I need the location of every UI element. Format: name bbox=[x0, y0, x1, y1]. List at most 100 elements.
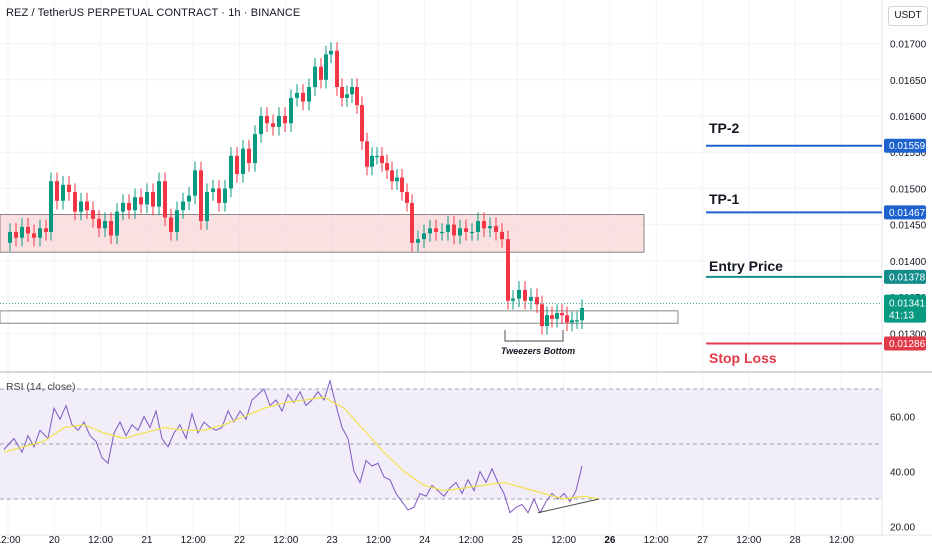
candle-body bbox=[277, 116, 281, 127]
candle-body bbox=[340, 87, 344, 98]
rsi-title: RSI (14, close) bbox=[6, 381, 76, 393]
candle-body bbox=[20, 226, 24, 238]
candle-body bbox=[511, 298, 515, 301]
level-label-tp2: TP-2 bbox=[709, 120, 740, 136]
candle-body bbox=[355, 87, 359, 106]
time-day-label: 23 bbox=[327, 535, 339, 546]
candle-body bbox=[440, 231, 444, 234]
level-label-stop-loss: Stop Loss bbox=[709, 350, 777, 366]
candle-body bbox=[193, 170, 197, 196]
candle-body bbox=[211, 188, 215, 193]
candle-body bbox=[464, 228, 468, 232]
candle-body bbox=[535, 297, 539, 305]
level-lines bbox=[706, 144, 882, 345]
time-day-label: 20 bbox=[49, 535, 61, 546]
rsi-tick: 40.00 bbox=[890, 468, 915, 479]
candle-body bbox=[329, 50, 333, 55]
price-tick: 0.01600 bbox=[890, 112, 927, 123]
candle-body bbox=[400, 177, 404, 193]
candle-body bbox=[446, 224, 450, 232]
candle-body bbox=[67, 184, 71, 193]
candle-body bbox=[550, 315, 554, 319]
divergence-line bbox=[537, 498, 600, 514]
candle-body bbox=[570, 320, 574, 323]
candle-body bbox=[301, 92, 305, 102]
candle-body bbox=[127, 202, 131, 211]
price-tick: 0.01400 bbox=[890, 257, 927, 268]
candle-body bbox=[482, 221, 486, 229]
candle-body bbox=[405, 192, 409, 203]
candle-body bbox=[44, 228, 48, 232]
candle-body bbox=[55, 181, 59, 201]
candle-body bbox=[79, 201, 83, 212]
candle-body bbox=[157, 181, 161, 207]
candle-body bbox=[385, 163, 389, 171]
candle-body bbox=[181, 201, 185, 211]
candle-body bbox=[390, 170, 394, 182]
level-label-tp1: TP-1 bbox=[709, 191, 740, 207]
rsi-panel: 60.00 40.00 20.00 bbox=[0, 378, 915, 534]
current-price-badge bbox=[884, 294, 926, 323]
candle-body bbox=[253, 134, 257, 164]
candle-body bbox=[38, 228, 42, 238]
candle-body bbox=[115, 211, 119, 236]
candle-body bbox=[103, 221, 107, 229]
candlestick-series bbox=[0, 42, 882, 335]
candle-body bbox=[545, 315, 549, 327]
time-hour-label: 12:00 bbox=[736, 535, 761, 546]
level-label-entry: Entry Price bbox=[709, 258, 783, 274]
candle-body bbox=[217, 188, 221, 203]
candle-body bbox=[163, 181, 167, 218]
candle-body bbox=[14, 231, 18, 238]
candle-body bbox=[121, 202, 125, 212]
candle-body bbox=[295, 92, 299, 98]
candle-body bbox=[345, 94, 349, 98]
current-price-label: 0.01341 bbox=[889, 299, 926, 310]
candle-body bbox=[32, 233, 36, 238]
rsi-line bbox=[3, 378, 583, 514]
pattern-label: Tweezers Bottom bbox=[501, 346, 576, 356]
chart-title: REZ / TetherUS PERPETUAL CONTRACT · 1h ·… bbox=[6, 7, 301, 19]
time-hour-label: 12:00 bbox=[181, 535, 206, 546]
time-day-label: 24 bbox=[419, 535, 431, 546]
candle-body bbox=[241, 148, 245, 174]
candle-body bbox=[360, 105, 364, 142]
candle-body bbox=[307, 87, 311, 102]
candle-body bbox=[434, 228, 438, 232]
candle-body bbox=[580, 307, 584, 321]
candle-body bbox=[259, 116, 263, 135]
level-price-badge bbox=[884, 138, 926, 153]
time-hour-label: 12:00 bbox=[273, 535, 298, 546]
candle-body bbox=[523, 289, 527, 301]
candle-body bbox=[410, 202, 414, 243]
time-hour-label: 12:00 bbox=[0, 535, 21, 546]
candle-body bbox=[517, 289, 521, 299]
candle-body bbox=[395, 177, 399, 182]
candle-body bbox=[187, 195, 191, 202]
zone-layer bbox=[0, 214, 679, 342]
candle-body bbox=[223, 188, 227, 203]
candle-body bbox=[133, 197, 137, 211]
candle-body bbox=[365, 141, 369, 167]
candle-body bbox=[319, 66, 323, 80]
level-price-label: 0.01378 bbox=[889, 272, 926, 283]
time-hour-label: 12:00 bbox=[88, 535, 113, 546]
currency-selector[interactable]: USDT bbox=[888, 6, 928, 26]
candle-body bbox=[26, 226, 30, 234]
candle-body bbox=[375, 155, 379, 158]
time-day-label: 21 bbox=[141, 535, 153, 546]
candle-body bbox=[452, 224, 456, 236]
price-tick: 0.01450 bbox=[890, 221, 927, 232]
candle-body bbox=[506, 239, 510, 301]
level-price-badge bbox=[884, 205, 926, 220]
time-hour-label: 12:00 bbox=[458, 535, 483, 546]
price-tick: 0.01300 bbox=[890, 329, 927, 340]
rsi-tick: 60.00 bbox=[890, 413, 915, 424]
resistance-zone bbox=[0, 214, 645, 253]
level-price-badge bbox=[884, 336, 926, 351]
price-tick: 0.01700 bbox=[890, 40, 927, 51]
rsi-tick: 20.00 bbox=[890, 523, 915, 534]
candle-body bbox=[145, 192, 149, 205]
time-day-label: 28 bbox=[790, 535, 802, 546]
